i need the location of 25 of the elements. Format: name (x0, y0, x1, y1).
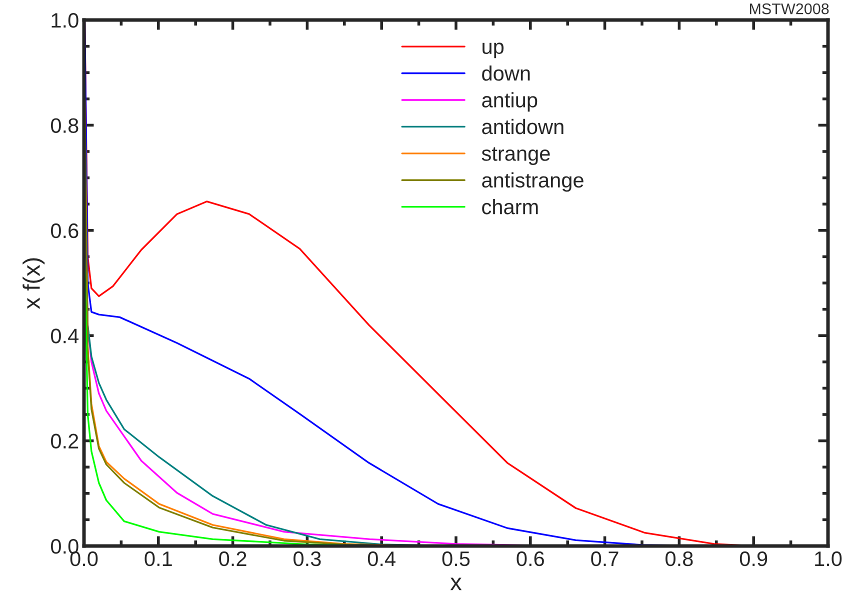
legend-label: strange (482, 147, 550, 166)
x-tick-label: 0.6 (516, 551, 544, 566)
x-tick-label: 1.0 (815, 551, 842, 566)
y-tick-label: 0.8 (50, 118, 78, 133)
x-tick-label: 0.9 (740, 551, 768, 566)
x-tick-label: 0.7 (591, 551, 618, 566)
legend-label: charm (482, 199, 538, 214)
x-tick-label: 0.5 (442, 551, 470, 566)
x-tick-label: 0.1 (144, 551, 172, 566)
x-tick-label: 0.8 (666, 551, 693, 566)
y-tick-label: 0.6 (50, 223, 78, 238)
legend-label: down (482, 65, 530, 81)
y-tick-label: 0.2 (50, 434, 78, 449)
legend-label: antidown (482, 118, 564, 134)
legend-label: antiup (482, 92, 538, 112)
x-axis-title: x (450, 578, 462, 590)
x-tick-label: 0.3 (294, 551, 321, 566)
legend-label: antistrange (482, 172, 584, 192)
x-tick-label: 0.2 (219, 551, 246, 566)
y-axis-title: x f(x) (22, 258, 45, 309)
text: MSTW2008 (750, 3, 829, 14)
y-tick-label: 1.0 (52, 13, 78, 28)
y-tick-label: 0.4 (50, 328, 79, 344)
x-tick-label: 0.4 (368, 551, 396, 566)
legend-label: up (482, 42, 504, 58)
